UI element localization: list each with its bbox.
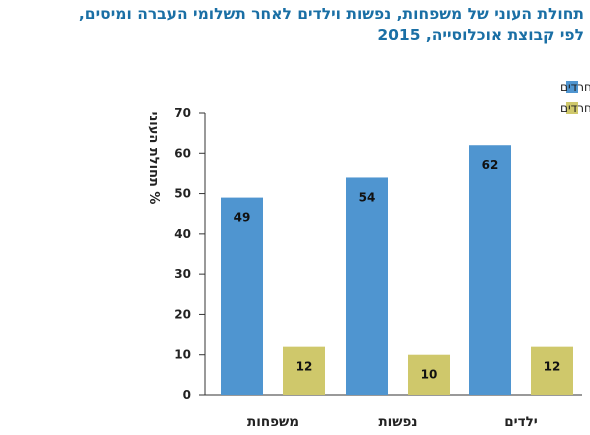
bar-nonharedi (408, 354, 450, 395)
y-axis-label: % תחולת העוני (146, 112, 161, 205)
y-tick-label: 0 (183, 388, 191, 402)
bar-nonharedi (531, 346, 573, 395)
legend-swatch (566, 81, 578, 93)
chart-title-line-2: לפי קבוצת אוכלוסייה, 2015 (377, 26, 584, 44)
y-tick-label: 70 (174, 106, 191, 120)
data-label: 12 (296, 360, 313, 374)
x-category-label: משפחות (247, 414, 299, 430)
bar-haredim (346, 177, 388, 395)
y-tick-label: 30 (174, 267, 191, 281)
legend-label: יהודים לא־חרדים (560, 101, 590, 115)
x-category-label: ילדים (504, 414, 537, 430)
y-tick-label: 50 (174, 187, 191, 201)
y-tick-label: 10 (174, 348, 191, 362)
data-label: 49 (234, 211, 251, 225)
x-category-label: נפשות (378, 414, 417, 430)
chart-title-line-1: תחולת העוני של משפחות, נפשות וילדים לאחר… (78, 5, 584, 23)
y-tick-label: 20 (174, 307, 191, 321)
data-label: 54 (359, 190, 376, 204)
legend-label: חרדים (560, 80, 590, 94)
bar-haredim (469, 145, 511, 395)
data-label: 10 (421, 368, 438, 382)
y-tick-label: 60 (174, 146, 191, 160)
y-tick-label: 40 (174, 227, 191, 241)
data-label: 62 (482, 158, 499, 172)
bar-haredim (221, 197, 263, 395)
bar-nonharedi (283, 346, 325, 395)
data-label: 12 (544, 360, 561, 374)
chart-title: תחולת העוני של משפחות, נפשות וילדים לאחר… (4, 4, 584, 46)
legend-swatch (566, 102, 578, 114)
